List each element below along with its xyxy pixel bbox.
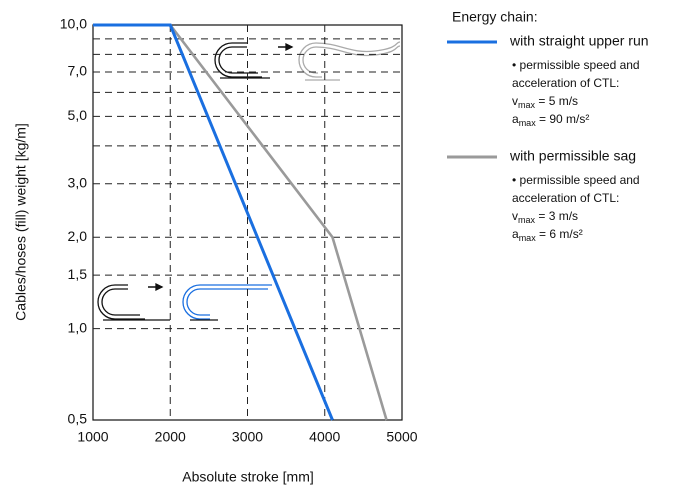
legend-note: acceleration of CTL: xyxy=(512,191,619,205)
chain-icon-straight-after xyxy=(182,284,272,321)
chain-icon-straight xyxy=(97,282,170,321)
limit-symbol: v xyxy=(512,94,518,108)
limit-symbol: a xyxy=(512,227,519,241)
limit-symbol: a xyxy=(512,112,519,126)
x-tick-label: 4000 xyxy=(309,429,340,445)
limit-subscript: max xyxy=(518,215,536,225)
y-tick-label: 3,0 xyxy=(68,174,88,190)
limit-value: = 3 m/s xyxy=(535,209,578,223)
limit-value: = 90 m/s² xyxy=(536,112,590,126)
legend-note: • permissible speed and xyxy=(512,58,640,72)
chain-icon-sag xyxy=(214,42,294,79)
legend-note: acceleration of CTL: xyxy=(512,76,619,90)
series-line xyxy=(169,24,388,421)
limit-symbol: v xyxy=(512,209,518,223)
limit-value: = 6 m/s² xyxy=(536,227,583,241)
x-tick-label: 3000 xyxy=(232,429,263,445)
chain-icon-sag-after xyxy=(298,41,401,81)
limit-subscript: max xyxy=(519,233,537,243)
legend-limit: amax = 90 m/s² xyxy=(512,112,589,128)
x-axis-label: Absolute stroke [mm] xyxy=(182,469,314,485)
y-tick-label: 2,0 xyxy=(68,228,88,244)
legend-limit: vmax = 3 m/s xyxy=(512,209,578,225)
y-tick-label: 10,0 xyxy=(60,16,87,32)
x-tick-label: 5000 xyxy=(386,429,417,445)
limit-subscript: max xyxy=(519,118,537,128)
y-tick-label: 1,5 xyxy=(68,266,88,282)
y-tick-label: 7,0 xyxy=(68,63,88,79)
y-tick-label: 1,0 xyxy=(68,319,88,335)
y-tick-label: 0,5 xyxy=(68,411,88,427)
legend-limit: amax = 6 m/s² xyxy=(512,227,583,243)
series-line xyxy=(93,23,334,421)
x-tick-label: 1000 xyxy=(77,429,108,445)
legend-label: with straight upper run xyxy=(509,33,649,49)
legend-limit: vmax = 5 m/s xyxy=(512,94,578,110)
limit-value: = 5 m/s xyxy=(535,94,578,108)
legend-label: with permissible sag xyxy=(509,148,636,164)
legend-title: Energy chain: xyxy=(452,9,538,25)
x-tick-label: 2000 xyxy=(155,429,186,445)
y-tick-label: 5,0 xyxy=(68,107,88,123)
limit-subscript: max xyxy=(518,100,536,110)
legend-note: • permissible speed and xyxy=(512,173,640,187)
y-axis-label: Cables/hoses (fill) weight [kg/m] xyxy=(13,123,29,321)
